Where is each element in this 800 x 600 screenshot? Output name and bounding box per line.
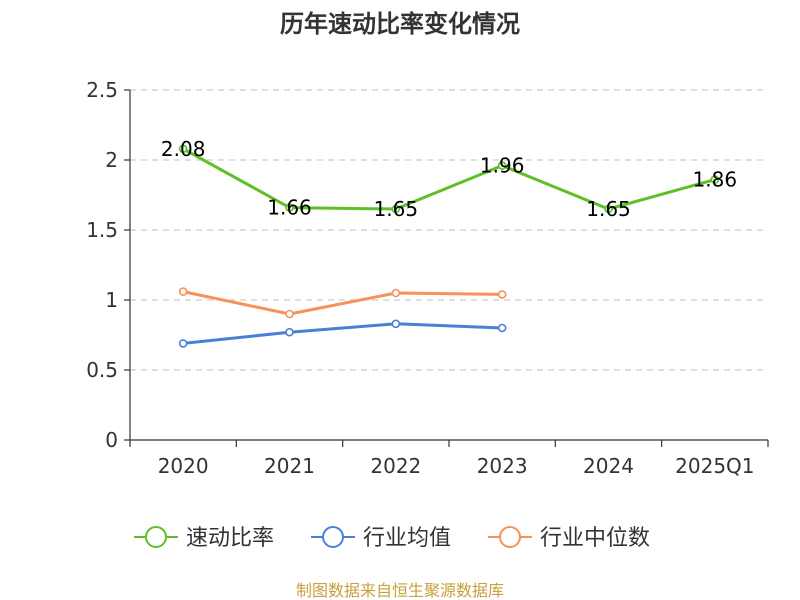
legend-item: 行业中位数 [488,526,650,551]
data-label: 2.08 [161,137,206,161]
x-tick-label: 2025Q1 [675,454,754,478]
series-layer [178,144,720,348]
series-0-point [497,161,507,170]
series-0-point [391,204,401,214]
y-tick-label: 1.5 [86,218,118,242]
y-tick-label: 2 [105,148,118,172]
legend-swatch-marker [145,526,167,548]
data-label: 1.86 [693,168,738,192]
legend: 速动比率 行业均值 行业中位数 [134,526,650,551]
data-label: 1.66 [267,196,312,220]
series-0-point [604,204,613,214]
series-2-point [391,288,401,298]
data-label: 1.96 [480,154,525,178]
data-labels: 2.08 1.66 1.65 1.96 1.65 1.86 [161,137,737,221]
source-note: 制图数据来自恒生聚源数据库 [296,581,504,600]
data-label: 1.65 [374,197,419,221]
legend-item: 行业均值 [311,526,451,551]
x-tick-label: 2021 [264,454,315,478]
series-0-point [285,203,294,212]
series-1-point [285,327,294,337]
y-tick-label: 2.5 [86,78,118,102]
data-label: 1.65 [586,197,631,221]
series-1-point [497,323,507,333]
x-tick-label: 2023 [477,454,528,478]
series-line-0 [181,147,717,211]
y-tick-label: 0.5 [86,358,118,382]
legend-label: 行业均值 [363,526,451,551]
series-0-point [710,175,720,184]
legend-label: 行业中位数 [540,526,650,551]
grid [130,89,768,371]
series-0-point [178,144,188,154]
series-2-point [285,309,294,319]
series-line-2 [181,290,504,316]
y-tick-label: 0 [105,428,118,452]
legend-item: 速动比率 [134,526,274,551]
series-2-point [497,290,507,299]
x-tick-label: 2020 [158,454,209,478]
series-1-point [391,319,401,329]
chart-title: 历年速动比率变化情况 [280,10,520,38]
axes: 0 0.5 1 1.5 2 2.5 2020 2021 2022 2023 2024 2025Q1 [86,78,769,478]
series-1-point [178,339,188,348]
y-tick-label: 1 [105,288,118,312]
x-tick-label: 2024 [583,454,634,478]
series-line-1 [181,322,504,345]
x-tick-label: 2022 [370,454,421,478]
legend-label: 速动比率 [186,526,274,551]
series-2-point [178,287,188,296]
legend-swatch-marker [499,526,521,548]
legend-swatch-marker [322,526,344,548]
